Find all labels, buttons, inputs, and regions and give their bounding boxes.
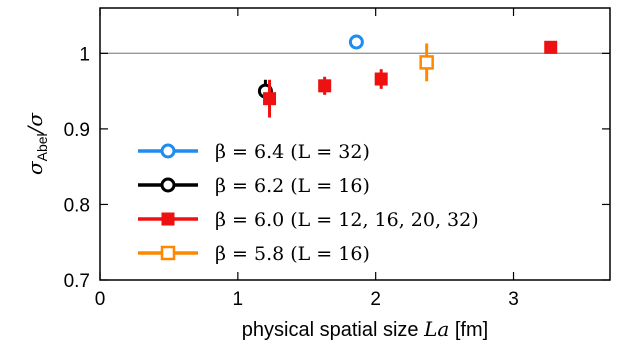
data-point <box>348 34 364 50</box>
y-tick-label: 1 <box>79 44 90 65</box>
legend-label: β = 6.0 (L = 12, 16, 20, 32) <box>215 209 479 231</box>
legend-label: β = 5.8 (L = 16) <box>215 243 370 265</box>
data-point <box>318 79 332 93</box>
y-axis-title-sub: Abel <box>34 133 50 161</box>
legend-label: β = 6.2 (L = 16) <box>215 175 370 197</box>
y-tick-label: 0.9 <box>64 120 90 141</box>
x-tick-label: 3 <box>508 289 519 310</box>
x-axis-title-math: La <box>423 317 449 341</box>
legend-marker <box>161 212 175 226</box>
legend-marker <box>160 177 176 193</box>
x-axis-title: physical spatial size La [fm] <box>242 317 488 341</box>
y-tick-label: 0.8 <box>64 195 90 216</box>
data-point <box>374 72 388 86</box>
legend-label: β = 6.4 (L = 32) <box>215 141 370 163</box>
data-point <box>544 40 558 54</box>
legend-marker <box>160 143 176 159</box>
ticks-layer: 0 1 2 3 0.7 0.8 0.9 1 <box>64 8 610 310</box>
y-axis-title-main: σ <box>23 160 47 175</box>
data-point <box>263 92 277 106</box>
x-tick-label: 1 <box>233 289 244 310</box>
data-marks-layer <box>257 34 558 118</box>
legend: β = 6.4 (L = 32) β = 6.2 (L = 16) β = 6.0 … <box>138 141 479 265</box>
x-axis-title-text: physical spatial size <box>242 319 424 341</box>
y-tick-label: 0.7 <box>64 271 90 292</box>
x-tick-label: 0 <box>95 289 106 310</box>
y-axis-title-rest: /σ <box>23 112 47 136</box>
x-tick-label: 2 <box>370 289 381 310</box>
y-axis-title: σAbel/σ <box>23 112 50 175</box>
data-point <box>419 55 434 70</box>
legend-marker <box>160 245 176 261</box>
plot-frame <box>99 7 611 281</box>
x-axis-title-unit: [fm] <box>449 319 488 341</box>
